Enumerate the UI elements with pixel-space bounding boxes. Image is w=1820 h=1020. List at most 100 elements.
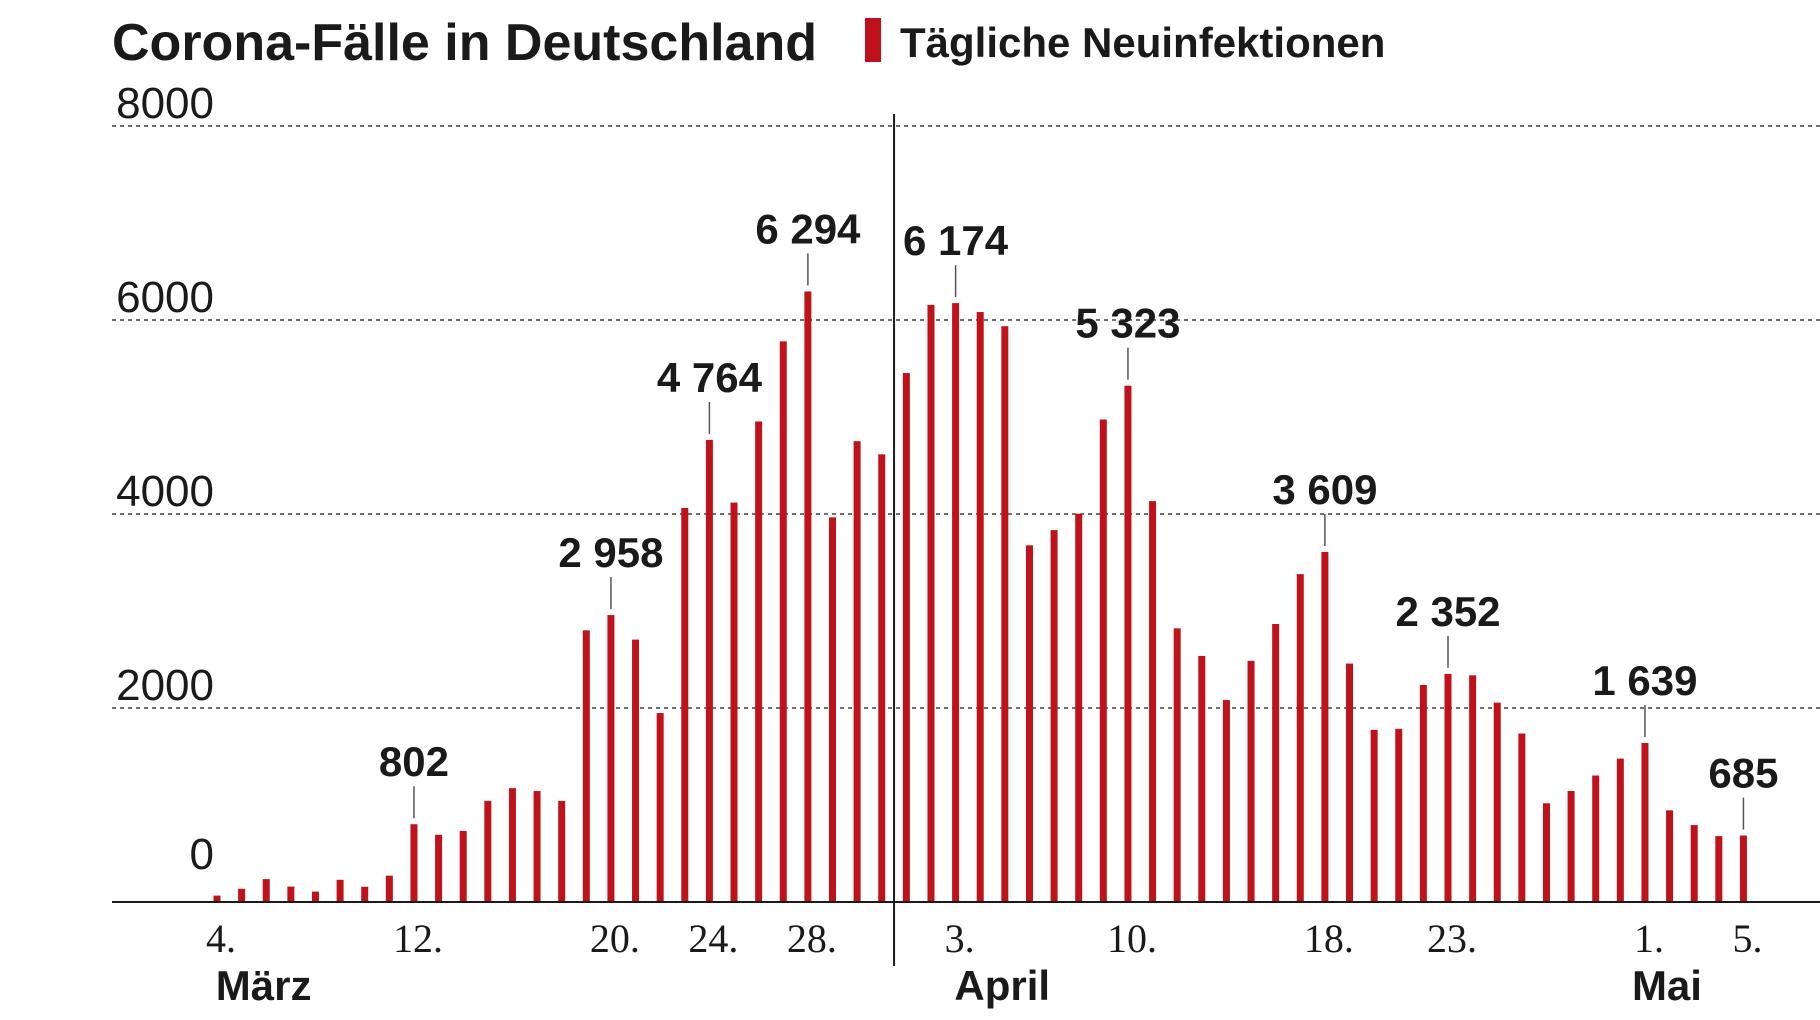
y-tick-label: 2000 <box>116 661 214 710</box>
bar-value-annotation: 6 294 <box>755 205 861 252</box>
bar-value-annotation: 2 958 <box>558 529 663 576</box>
bar <box>1395 728 1403 902</box>
bar <box>262 879 270 902</box>
bar-value-annotation: 2 352 <box>1395 588 1500 635</box>
bar <box>385 875 393 902</box>
bar <box>533 791 541 902</box>
x-tick-label: 20. <box>590 916 640 961</box>
y-tick-label: 0 <box>190 830 214 879</box>
gridlines <box>112 125 1820 709</box>
bar <box>829 517 836 902</box>
bar <box>410 824 418 902</box>
chart-title: Corona-Fälle in Deutschland <box>112 14 817 72</box>
bar <box>459 830 467 902</box>
bar <box>435 834 443 902</box>
bar <box>1616 758 1624 902</box>
bar <box>1001 326 1009 902</box>
x-tick-label: 23. <box>1427 916 1477 961</box>
bar <box>1124 385 1132 902</box>
bar <box>558 800 566 902</box>
bar <box>705 439 713 902</box>
bar <box>311 891 319 902</box>
y-tick-label: 4000 <box>116 467 214 516</box>
bar <box>508 788 516 902</box>
bar <box>1493 702 1501 902</box>
bar <box>582 630 590 902</box>
bar <box>1050 530 1058 902</box>
x-tick-label: 12. <box>393 916 443 961</box>
bar <box>730 502 738 902</box>
bar <box>361 886 369 902</box>
x-axis-tick-labels: 4. 12. 20. 24. 28. 3. 10. 18. 23. 1. 5. <box>206 916 1762 961</box>
x-tick-label: 4. <box>206 916 236 961</box>
bar <box>1099 419 1107 902</box>
x-tick-label: 3. <box>945 916 975 961</box>
bar <box>1198 655 1206 902</box>
bar <box>1173 628 1181 902</box>
bar <box>1346 663 1354 902</box>
month-label: März <box>216 962 312 1009</box>
y-axis-tick-labels: 0 2000 4000 6000 8000 <box>116 79 214 879</box>
bar <box>1370 729 1378 902</box>
bar <box>213 895 221 902</box>
x-tick-label: 10. <box>1107 916 1157 961</box>
bar <box>1444 673 1452 902</box>
bar <box>1247 660 1255 902</box>
bar <box>1592 775 1600 902</box>
y-tick-label: 8000 <box>116 79 214 128</box>
bar-value-annotation: 4 764 <box>657 354 763 401</box>
legend-swatch <box>865 18 881 62</box>
bar-value-annotation: 6 174 <box>903 217 1009 264</box>
bar <box>1272 623 1280 902</box>
bar <box>1739 835 1747 902</box>
bar <box>238 888 246 902</box>
bar <box>1419 685 1427 902</box>
bar <box>1641 743 1649 902</box>
x-tick-label: 5. <box>1732 916 1762 961</box>
bar-value-annotation: 1 639 <box>1592 657 1697 704</box>
bar-value-annotation: 3 609 <box>1272 466 1377 513</box>
bar <box>1321 551 1329 902</box>
bar <box>1025 545 1033 902</box>
bar <box>1469 675 1477 902</box>
bar <box>1715 836 1723 902</box>
x-tick-label: 18. <box>1304 916 1354 961</box>
bar <box>607 615 615 902</box>
bar <box>878 454 886 902</box>
bar-annotations: 802 2 958 4 764 6 294 6 174 5 323 3 609 2 352 1 … <box>379 205 1778 830</box>
bar <box>779 341 787 903</box>
y-tick-label: 6000 <box>116 273 214 322</box>
bar-value-annotation: 802 <box>379 738 449 785</box>
bar <box>1567 791 1575 902</box>
bar <box>952 303 960 902</box>
month-label: April <box>954 962 1050 1009</box>
bars <box>213 291 1747 903</box>
bar <box>927 304 935 902</box>
month-labels: März April Mai <box>216 962 1702 1009</box>
bar <box>976 312 984 902</box>
x-tick-label: 1. <box>1634 916 1664 961</box>
bar <box>287 886 295 902</box>
bar <box>755 421 763 902</box>
bar <box>804 291 812 902</box>
x-tick-label: 24. <box>688 916 738 961</box>
x-tick-label: 28. <box>787 916 837 961</box>
bar <box>1690 825 1698 902</box>
bar <box>1518 733 1526 902</box>
bar <box>656 713 664 902</box>
bar <box>1075 513 1083 902</box>
bar <box>336 879 344 902</box>
bar-value-annotation: 685 <box>1708 750 1778 797</box>
bar <box>1666 810 1674 902</box>
bar <box>681 507 689 902</box>
bar-value-annotation: 5 323 <box>1075 300 1180 347</box>
bar <box>1149 501 1157 902</box>
bar <box>1222 700 1230 902</box>
bar <box>853 441 861 902</box>
bar <box>632 639 640 902</box>
bar <box>484 800 492 902</box>
legend-label: Tägliche Neuinfektionen <box>900 19 1385 66</box>
bar <box>1542 803 1550 902</box>
